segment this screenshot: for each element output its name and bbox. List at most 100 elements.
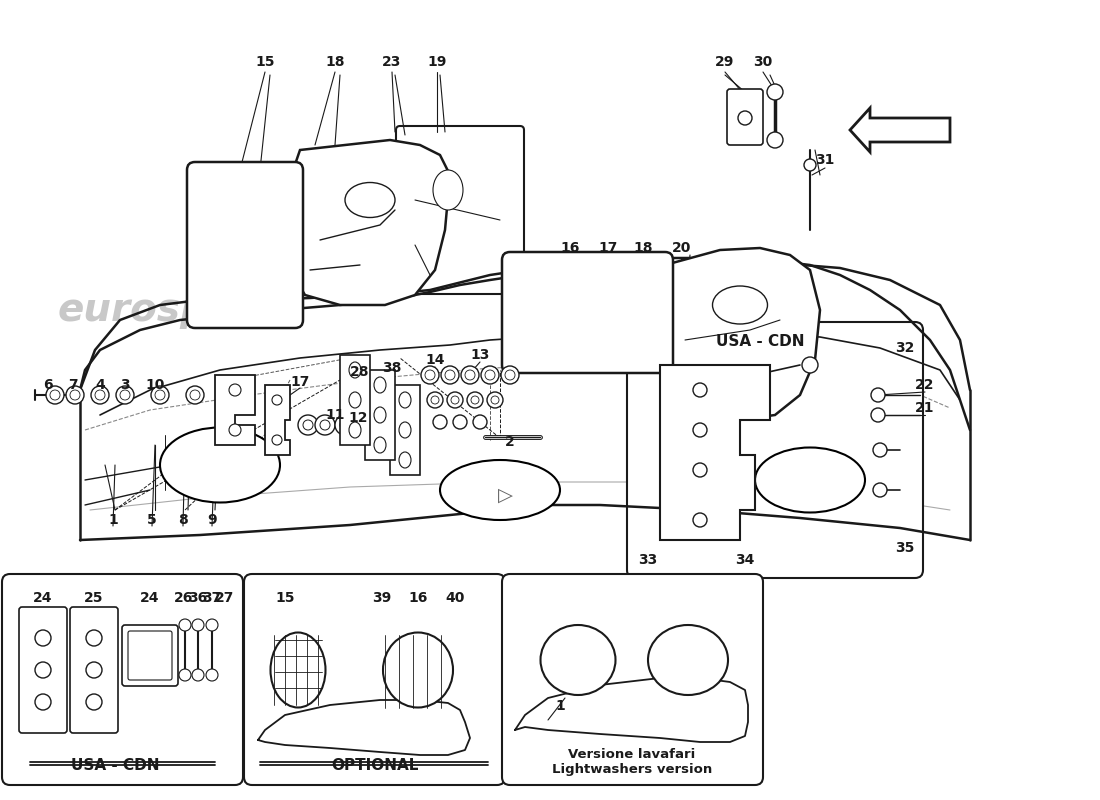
Circle shape xyxy=(70,390,80,400)
Circle shape xyxy=(206,619,218,631)
FancyBboxPatch shape xyxy=(727,89,763,145)
Circle shape xyxy=(336,415,355,435)
Text: 15: 15 xyxy=(255,55,275,69)
Circle shape xyxy=(86,694,102,710)
Circle shape xyxy=(421,366,439,384)
Ellipse shape xyxy=(440,460,560,520)
Circle shape xyxy=(804,159,816,171)
Ellipse shape xyxy=(271,633,326,707)
Circle shape xyxy=(767,132,783,148)
Text: 25: 25 xyxy=(85,591,103,605)
Circle shape xyxy=(298,415,318,435)
Circle shape xyxy=(471,396,478,404)
Text: 11: 11 xyxy=(326,408,344,422)
FancyBboxPatch shape xyxy=(122,625,178,686)
Ellipse shape xyxy=(383,633,453,707)
Ellipse shape xyxy=(648,625,728,695)
Ellipse shape xyxy=(399,392,411,408)
Text: 1: 1 xyxy=(108,513,118,527)
Circle shape xyxy=(447,392,463,408)
Circle shape xyxy=(229,384,241,396)
Text: 34: 34 xyxy=(735,553,755,567)
Text: 17: 17 xyxy=(598,241,618,255)
Circle shape xyxy=(350,415,370,435)
Text: 20: 20 xyxy=(672,241,692,255)
Polygon shape xyxy=(265,385,290,455)
FancyBboxPatch shape xyxy=(187,162,302,328)
Circle shape xyxy=(481,366,499,384)
Ellipse shape xyxy=(399,452,411,468)
Circle shape xyxy=(491,396,499,404)
Text: 22: 22 xyxy=(915,378,935,392)
Text: 16: 16 xyxy=(560,241,580,255)
Circle shape xyxy=(91,386,109,404)
Circle shape xyxy=(473,415,487,429)
Text: 28: 28 xyxy=(350,365,370,379)
Circle shape xyxy=(151,386,169,404)
Text: 19: 19 xyxy=(427,55,447,69)
Circle shape xyxy=(95,390,104,400)
Circle shape xyxy=(86,662,102,678)
Text: 14: 14 xyxy=(426,353,444,367)
Ellipse shape xyxy=(349,392,361,408)
Text: 40: 40 xyxy=(446,591,464,605)
Circle shape xyxy=(320,420,330,430)
Ellipse shape xyxy=(345,182,395,218)
Circle shape xyxy=(192,619,204,631)
Circle shape xyxy=(485,370,495,380)
Circle shape xyxy=(46,386,64,404)
Text: 2: 2 xyxy=(505,435,515,449)
Circle shape xyxy=(453,415,468,429)
Text: 5: 5 xyxy=(147,513,157,527)
Text: 16: 16 xyxy=(408,591,428,605)
Text: ▷: ▷ xyxy=(497,486,513,505)
Circle shape xyxy=(487,392,503,408)
FancyBboxPatch shape xyxy=(128,631,172,680)
Circle shape xyxy=(433,415,447,429)
Ellipse shape xyxy=(349,362,361,378)
FancyBboxPatch shape xyxy=(396,126,524,294)
Polygon shape xyxy=(650,248,820,420)
Ellipse shape xyxy=(374,437,386,453)
Text: 30: 30 xyxy=(754,55,772,69)
Text: 35: 35 xyxy=(895,541,915,555)
Circle shape xyxy=(468,392,483,408)
Text: 12: 12 xyxy=(349,411,367,425)
Text: 6: 6 xyxy=(43,378,53,392)
Ellipse shape xyxy=(540,625,616,695)
Text: 9: 9 xyxy=(207,513,217,527)
Circle shape xyxy=(451,396,459,404)
Text: 18: 18 xyxy=(326,55,344,69)
Circle shape xyxy=(179,669,191,681)
Ellipse shape xyxy=(374,377,386,393)
Circle shape xyxy=(871,408,886,422)
Text: 3: 3 xyxy=(120,378,130,392)
Text: 15: 15 xyxy=(275,591,295,605)
Ellipse shape xyxy=(433,170,463,210)
Text: 38: 38 xyxy=(383,361,402,375)
Circle shape xyxy=(431,396,439,404)
Circle shape xyxy=(272,395,282,405)
Circle shape xyxy=(505,370,515,380)
Polygon shape xyxy=(660,365,770,540)
FancyBboxPatch shape xyxy=(19,607,67,733)
Circle shape xyxy=(871,388,886,402)
Circle shape xyxy=(693,423,707,437)
Circle shape xyxy=(35,662,51,678)
FancyBboxPatch shape xyxy=(502,252,673,373)
Circle shape xyxy=(186,386,204,404)
Circle shape xyxy=(35,630,51,646)
Text: 4: 4 xyxy=(95,378,104,392)
Circle shape xyxy=(693,383,707,397)
Circle shape xyxy=(693,463,707,477)
Circle shape xyxy=(192,669,204,681)
Text: 1: 1 xyxy=(556,699,565,713)
Circle shape xyxy=(427,392,443,408)
Circle shape xyxy=(190,390,200,400)
Text: OPTIONAL: OPTIONAL xyxy=(331,758,419,773)
FancyBboxPatch shape xyxy=(2,574,243,785)
Polygon shape xyxy=(285,140,450,305)
Text: USA - CDN: USA - CDN xyxy=(716,334,804,350)
Circle shape xyxy=(50,390,60,400)
Text: 18: 18 xyxy=(634,241,652,255)
